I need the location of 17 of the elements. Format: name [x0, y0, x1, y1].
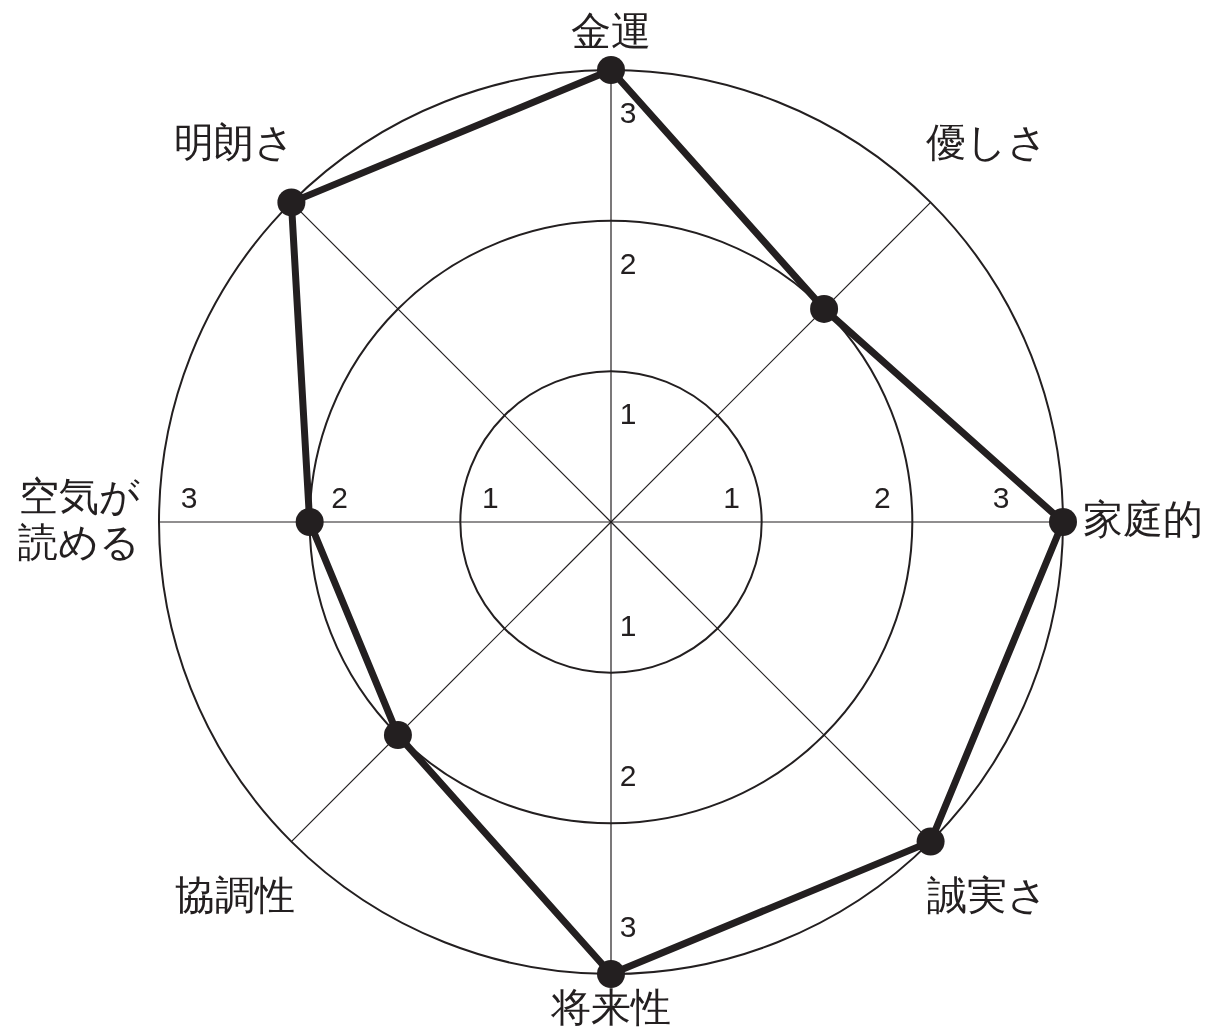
text: 3: [619, 909, 637, 943]
text: 2: [331, 480, 349, 514]
spoke-label: 誠実さ: [926, 872, 1048, 917]
text: 2: [619, 246, 637, 280]
text: 3: [619, 95, 637, 129]
spoke-label: 協調性: [174, 872, 295, 917]
spoke-label: 明朗さ: [174, 120, 296, 165]
text: 3: [992, 480, 1010, 514]
spoke-label: 優しさ: [926, 120, 1049, 165]
text: 2: [619, 759, 637, 793]
spoke-label: 家庭的: [1083, 496, 1203, 541]
text: 1: [619, 608, 637, 642]
spoke-label: 将来性: [550, 984, 671, 1029]
text: 1: [619, 397, 637, 431]
text: 1: [481, 480, 499, 514]
spoke-label: 空気が読める: [18, 473, 140, 564]
spoke-label: 金運: [571, 8, 651, 53]
